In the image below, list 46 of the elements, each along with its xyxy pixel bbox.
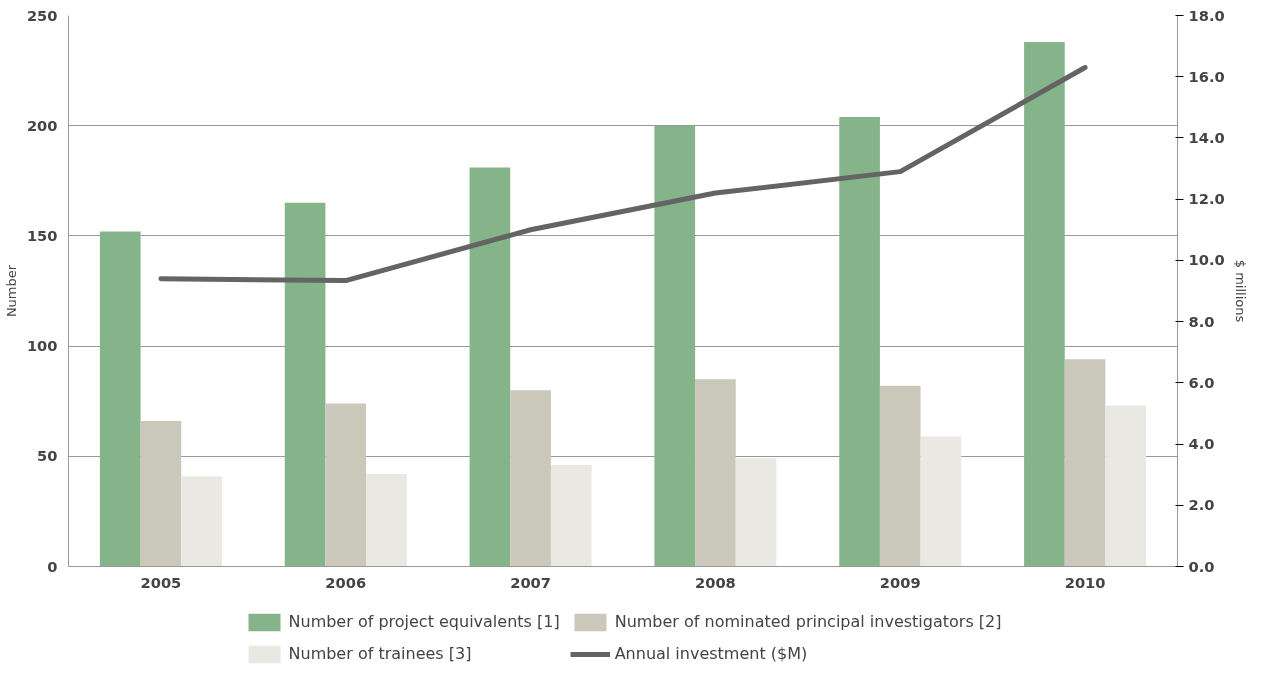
legend-label: Number of project equivalents [1] — [288, 612, 560, 631]
bar — [181, 476, 222, 567]
x-tick-label: 2005 — [140, 573, 182, 591]
x-tick-label: 2007 — [510, 573, 551, 591]
y-tick-label: 250 — [26, 6, 58, 24]
x-tick-label: 2010 — [1064, 573, 1106, 591]
y2-tick-label: 6.0 — [1188, 373, 1215, 391]
legend-label: Number of trainees [3] — [288, 644, 472, 663]
y2-tick-label: 18.0 — [1188, 6, 1225, 24]
y2-tick-label: 2.0 — [1188, 496, 1215, 514]
y2-tick-label: 16.0 — [1188, 67, 1225, 85]
bar — [366, 473, 407, 567]
bar — [510, 390, 551, 567]
y2-tick-label: 10.0 — [1188, 251, 1225, 269]
y-tick-label: 50 — [37, 447, 58, 465]
bar — [839, 116, 880, 567]
x-tick-label: 2008 — [695, 573, 736, 591]
y2-tick-label: 8.0 — [1188, 312, 1215, 330]
bar — [735, 458, 777, 567]
y2-axis-title: $ millions — [1232, 259, 1248, 323]
bar — [654, 125, 696, 567]
y-tick-label: 200 — [26, 116, 58, 134]
bar — [920, 436, 962, 567]
bar — [1105, 405, 1147, 567]
bar — [879, 385, 921, 567]
bar — [140, 421, 182, 567]
legend-label: Annual investment ($M) — [614, 644, 808, 663]
bar — [1024, 41, 1065, 567]
y2-tick-label: 12.0 — [1188, 190, 1225, 208]
y-tick-label: 0 — [47, 557, 58, 575]
x-tick-label: 2006 — [325, 573, 367, 591]
y2-tick-label: 4.0 — [1188, 435, 1215, 453]
y-tick-label: 150 — [26, 226, 58, 244]
bar — [325, 403, 367, 567]
x-tick-label: 2009 — [879, 573, 921, 591]
y2-tick-label: 0.0 — [1188, 557, 1215, 575]
y-axis-title: Number — [3, 264, 19, 318]
y2-tick-label: 14.0 — [1188, 128, 1225, 146]
bar — [695, 379, 736, 567]
bar — [284, 202, 326, 567]
bar — [469, 167, 511, 567]
legend-label: Number of nominated principal investigators [2] — [614, 612, 1002, 631]
y-tick-label: 100 — [26, 337, 58, 355]
bar — [550, 465, 592, 567]
bar — [1064, 359, 1106, 567]
bar — [99, 231, 141, 567]
